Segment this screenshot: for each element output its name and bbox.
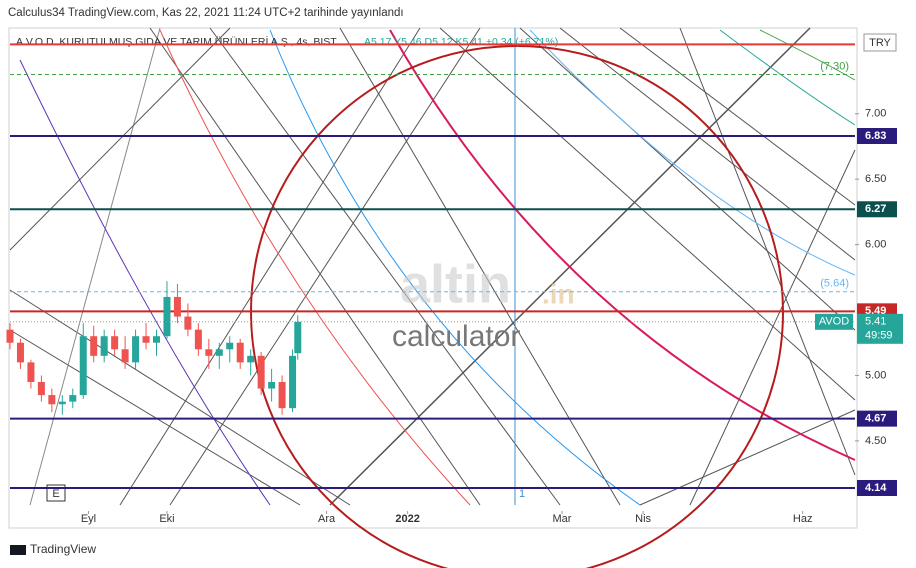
candle-body: [142, 336, 150, 343]
chart-title: Calculus34 TradingView.com, Kas 22, 2021…: [8, 7, 404, 19]
candle-body: [173, 296, 181, 317]
level-badge: [857, 410, 897, 427]
x-tick-label: Ara: [318, 513, 336, 525]
y-tick-label: 6.00: [865, 239, 886, 251]
watermark: calculator: [392, 320, 520, 353]
candle-body: [37, 381, 45, 396]
frame: [8, 27, 858, 529]
footer: TradingView: [30, 542, 96, 556]
candle-body: [268, 381, 276, 389]
candle-body: [247, 355, 255, 363]
candle-body: [58, 401, 66, 405]
currency-box: [863, 33, 897, 52]
candle-body: [69, 395, 77, 402]
y-tick-label: 4.50: [865, 435, 886, 447]
candle-body: [257, 355, 265, 389]
candle-body: [16, 342, 24, 363]
x-tick-label: Eki: [159, 513, 174, 525]
x-tick-label: Eyl: [81, 513, 96, 525]
candle-body: [289, 355, 297, 409]
marker: 1: [519, 488, 525, 500]
x-tick-label: Haz: [793, 513, 813, 525]
logo: [10, 545, 26, 555]
y-tick-label: 6.50: [865, 173, 886, 185]
candle-body: [132, 336, 140, 363]
candle-body: [294, 321, 302, 354]
candle-body: [100, 336, 108, 356]
candle-body: [27, 362, 35, 382]
level-value: 6.83: [865, 130, 886, 142]
y-tick-label: 5.00: [865, 369, 886, 381]
x-tick-label: Mar: [553, 513, 572, 525]
last-name-badge: [815, 313, 853, 330]
candle-body: [48, 395, 56, 405]
candle-body: [184, 316, 192, 330]
candle-body: [121, 349, 129, 363]
candle-body: [236, 342, 244, 363]
x-tick-label: 2022: [395, 513, 419, 525]
watermark: altin: [400, 254, 511, 314]
candle-body: [79, 336, 87, 396]
level-label: (7.30): [820, 60, 849, 72]
level-badge: [857, 201, 897, 218]
candle-body: [111, 336, 119, 350]
candle-body: [163, 296, 171, 337]
candle-body: [205, 349, 213, 356]
level-badge: [857, 127, 897, 144]
level-badge: [857, 479, 897, 496]
marker-box: [46, 484, 66, 502]
x-tick-label: Nis: [635, 513, 651, 525]
candle-body: [278, 381, 286, 409]
candle-body: [226, 342, 234, 350]
symbol: A.V.O.D. KURUTULMUŞ GIDA VE TARIM ÜRÜNLE…: [16, 35, 337, 48]
candle-body: [153, 336, 161, 343]
countdown: 49:59: [865, 330, 893, 342]
watermark: .in: [542, 278, 575, 309]
y-tick-label: 7.00: [865, 108, 886, 120]
gann-drawings: [9, 27, 856, 568]
currency: TRY: [869, 37, 891, 49]
last-price: 5.41: [865, 316, 886, 328]
last-name: AVOD: [819, 316, 849, 328]
ohlc: A5.17 Y5.46 D5.12 K5.41 +0.34 (+6.71%): [364, 36, 558, 48]
last-price-badge: [857, 313, 903, 344]
level-value: 6.27: [865, 203, 886, 215]
candle-body: [6, 329, 14, 343]
level-value: 4.14: [865, 482, 887, 494]
candle-body: [90, 336, 98, 356]
candle-body: [194, 329, 202, 350]
level-value: 4.67: [865, 413, 886, 425]
marker: E: [52, 488, 59, 500]
level-label: (5.64): [820, 278, 849, 290]
candle-body: [215, 349, 223, 356]
